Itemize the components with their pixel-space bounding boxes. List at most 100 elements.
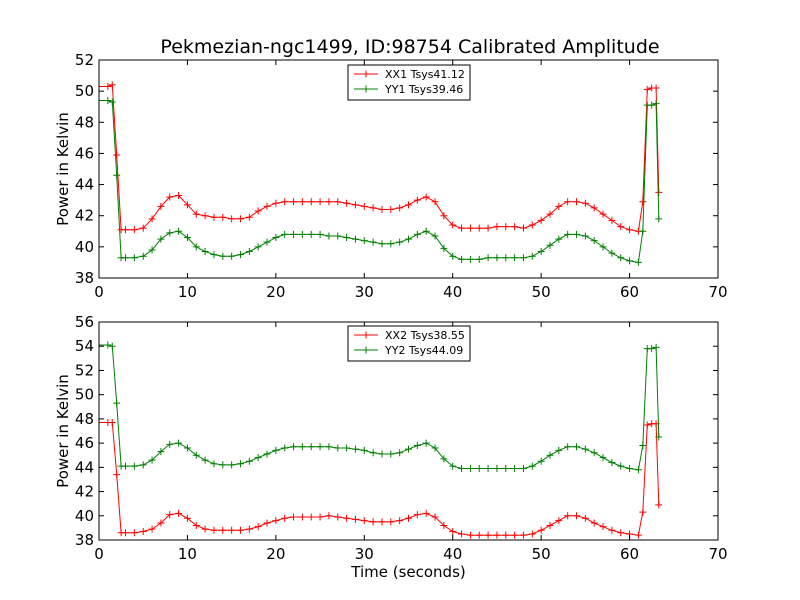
data-point <box>440 455 448 463</box>
data-point <box>475 531 483 539</box>
data-point <box>210 526 218 534</box>
data-point <box>369 518 377 526</box>
data-point <box>573 443 581 451</box>
data-point <box>210 213 218 221</box>
data-point <box>405 445 412 453</box>
data-point <box>192 451 200 459</box>
data-point <box>183 514 191 522</box>
data-point <box>617 462 625 470</box>
data-point <box>648 101 656 109</box>
data-point <box>555 446 563 454</box>
data-point <box>546 210 554 218</box>
data-point <box>396 238 404 246</box>
data-point <box>639 227 647 235</box>
data-point <box>219 461 227 469</box>
data-point <box>634 531 642 539</box>
data-point <box>590 204 598 212</box>
data-point <box>245 525 253 533</box>
data-point <box>573 230 581 238</box>
data-point <box>113 471 121 479</box>
data-point <box>655 215 663 223</box>
x-tick-label: 50 <box>532 545 551 563</box>
data-point <box>413 511 421 519</box>
data-point <box>511 531 519 539</box>
data-point <box>316 443 324 451</box>
data-point <box>281 444 289 452</box>
data-point <box>343 234 351 242</box>
data-point <box>201 248 209 256</box>
data-point <box>655 433 663 441</box>
data-point <box>546 521 554 529</box>
data-point <box>422 439 430 447</box>
y-tick-label: 42 <box>75 483 94 501</box>
data-point <box>493 254 501 262</box>
y-tick-label: 40 <box>75 507 94 525</box>
data-point <box>351 515 359 523</box>
data-point <box>108 81 116 89</box>
data-point <box>281 230 289 238</box>
data-point <box>405 201 412 209</box>
x-tick-label: 70 <box>708 283 727 301</box>
data-point <box>166 440 174 448</box>
data-point <box>378 518 386 526</box>
legend-marker <box>362 331 370 339</box>
data-point <box>387 205 395 213</box>
data-point <box>272 234 280 242</box>
y-tick-label: 44 <box>75 176 94 194</box>
legend-label: XX2 Tsys38.55 <box>385 329 465 342</box>
data-point <box>511 254 519 262</box>
data-point <box>183 234 191 242</box>
data-point <box>369 238 377 246</box>
data-point <box>440 212 448 220</box>
data-point <box>573 198 581 206</box>
x-tick-label: 50 <box>532 283 551 301</box>
data-point <box>564 512 572 520</box>
data-point <box>219 213 227 221</box>
data-point <box>236 251 244 259</box>
data-point <box>484 465 492 473</box>
data-point <box>581 514 589 522</box>
data-point <box>413 196 421 204</box>
data-point <box>617 254 625 262</box>
data-point <box>183 201 191 209</box>
data-point <box>493 465 501 473</box>
legend-marker <box>362 70 370 78</box>
data-point <box>449 252 457 260</box>
data-point <box>599 210 607 218</box>
data-point <box>648 345 656 353</box>
data-point <box>139 461 147 469</box>
y-tick-label: 54 <box>75 337 94 355</box>
data-point <box>228 215 236 223</box>
chart-title: Pekmezian-ngc1499, ID:98754 Calibrated A… <box>160 36 659 58</box>
x-tick-label: 60 <box>620 283 639 301</box>
x-tick-label: 0 <box>94 545 104 563</box>
data-point <box>272 199 280 207</box>
data-point <box>599 454 607 462</box>
x-tick-label: 40 <box>443 283 462 301</box>
data-point <box>431 513 439 521</box>
data-point <box>334 198 342 206</box>
data-point <box>396 204 404 212</box>
data-point <box>546 451 554 459</box>
data-point <box>655 501 663 509</box>
data-point <box>228 461 236 469</box>
data-point <box>157 448 165 456</box>
data-point <box>493 531 501 539</box>
data-point <box>652 100 660 108</box>
data-point <box>245 457 253 465</box>
data-point <box>307 443 315 451</box>
data-point <box>99 419 103 427</box>
data-point <box>360 517 368 525</box>
data-point <box>104 341 112 349</box>
data-point <box>537 457 545 465</box>
data-point <box>634 258 642 266</box>
data-point <box>431 232 439 240</box>
data-point <box>378 450 386 458</box>
data-point <box>458 255 466 263</box>
data-point <box>655 188 663 196</box>
data-point <box>351 235 359 243</box>
legend: XX1 Tsys41.12 YY1 Tsys39.46 <box>347 64 471 101</box>
data-point <box>590 237 598 245</box>
data-point <box>608 216 616 224</box>
data-point <box>573 512 581 520</box>
